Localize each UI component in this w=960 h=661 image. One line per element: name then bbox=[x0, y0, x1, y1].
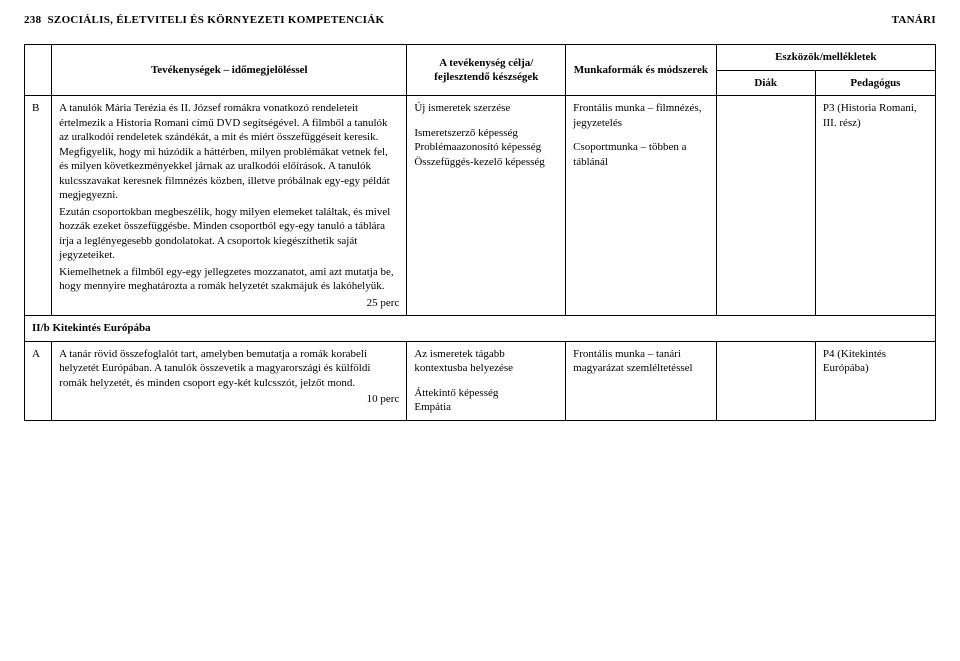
lesson-table: Tevékenységek – időmegjelöléssel A tevék… bbox=[24, 44, 936, 421]
row-a-form-l1: Frontális munka – tanári magyarázat szem… bbox=[573, 347, 708, 376]
section-row: II/b Kitekintés Európába bbox=[25, 316, 936, 342]
row-b-activity-p1: A tanulók Mária Terézia és II. József ro… bbox=[59, 101, 399, 203]
row-b-forms: Frontális munka – filmnézés, jegyzetelés… bbox=[566, 96, 716, 316]
row-b-goal-l2: Ismeretszerző képesség bbox=[414, 126, 558, 141]
row-a-activity-p1: A tanár rövid összefoglalót tart, amelyb… bbox=[59, 347, 399, 391]
row-b-diak bbox=[716, 96, 815, 316]
row-b-goal-l1: Új ismeretek szerzése bbox=[414, 101, 558, 116]
row-a-time: 10 perc bbox=[59, 392, 399, 407]
row-b-activity-p3: Kiemelhetnek a filmből egy-egy jellegzet… bbox=[59, 265, 399, 294]
table-row: A A tanár rövid összefoglalót tart, amel… bbox=[25, 341, 936, 420]
page-number: 238 SZOCIÁLIS, ÉLETVITELI ÉS KÖRNYEZETI … bbox=[24, 14, 384, 26]
header-title-right: TANÁRI bbox=[892, 14, 936, 26]
row-a-goal: Az ismeretek tágabb kontextusba helyezés… bbox=[407, 341, 566, 420]
row-a-goal-l1: Az ismeretek tágabb kontextusba helyezés… bbox=[414, 347, 558, 376]
row-b-goal: Új ismeretek szerzése Ismeretszerző képe… bbox=[407, 96, 566, 316]
row-a-activity: A tanár rövid összefoglalót tart, amelyb… bbox=[52, 341, 407, 420]
col-pedagogus: Pedagógus bbox=[815, 70, 935, 96]
page-number-value: 238 bbox=[24, 14, 41, 26]
row-b-activity: A tanulók Mária Terézia és II. József ro… bbox=[52, 96, 407, 316]
row-b-goal-l3: Problémaazonosító képesség bbox=[414, 140, 558, 155]
row-b-form-l2: Csoportmunka – többen a táblánál bbox=[573, 140, 708, 169]
page-header: 238 SZOCIÁLIS, ÉLETVITELI ÉS KÖRNYEZETI … bbox=[24, 14, 936, 26]
col-goal: A tevékenység célja/ fejlesztendő készsé… bbox=[407, 45, 566, 96]
header-title-left: SZOCIÁLIS, ÉLETVITELI ÉS KÖRNYEZETI KOMP… bbox=[48, 14, 385, 26]
row-a-forms: Frontális munka – tanári magyarázat szem… bbox=[566, 341, 716, 420]
row-b-id: B bbox=[25, 96, 52, 316]
row-a-diak bbox=[716, 341, 815, 420]
col-forms: Munkaformák és módszerek bbox=[566, 45, 716, 96]
col-diak: Diák bbox=[716, 70, 815, 96]
table-header-row-1: Tevékenységek – időmegjelöléssel A tevék… bbox=[25, 45, 936, 71]
row-a-id: A bbox=[25, 341, 52, 420]
col-activities: Tevékenységek – időmegjelöléssel bbox=[52, 45, 407, 96]
row-b-form-l1: Frontális munka – filmnézés, jegyzetelés bbox=[573, 101, 708, 130]
row-a-goal-l2: Áttekintő képesség bbox=[414, 386, 558, 401]
col-tools-group: Eszközök/mellékletek bbox=[716, 45, 935, 71]
row-b-goal-l4: Összefüggés-kezelő képesség bbox=[414, 155, 558, 170]
table-row: B A tanulók Mária Terézia és II. József … bbox=[25, 96, 936, 316]
row-b-activity-p2: Ezután csoportokban megbeszélik, hogy mi… bbox=[59, 205, 399, 263]
row-b-pedagogus: P3 (Historia Romani, III. rész) bbox=[815, 96, 935, 316]
col-id bbox=[25, 45, 52, 96]
section-label: II/b Kitekintés Európába bbox=[25, 316, 936, 342]
row-a-goal-l3: Empátia bbox=[414, 400, 558, 415]
row-b-time: 25 perc bbox=[59, 296, 399, 311]
row-a-pedagogus: P4 (Kitekintés Európába) bbox=[815, 341, 935, 420]
